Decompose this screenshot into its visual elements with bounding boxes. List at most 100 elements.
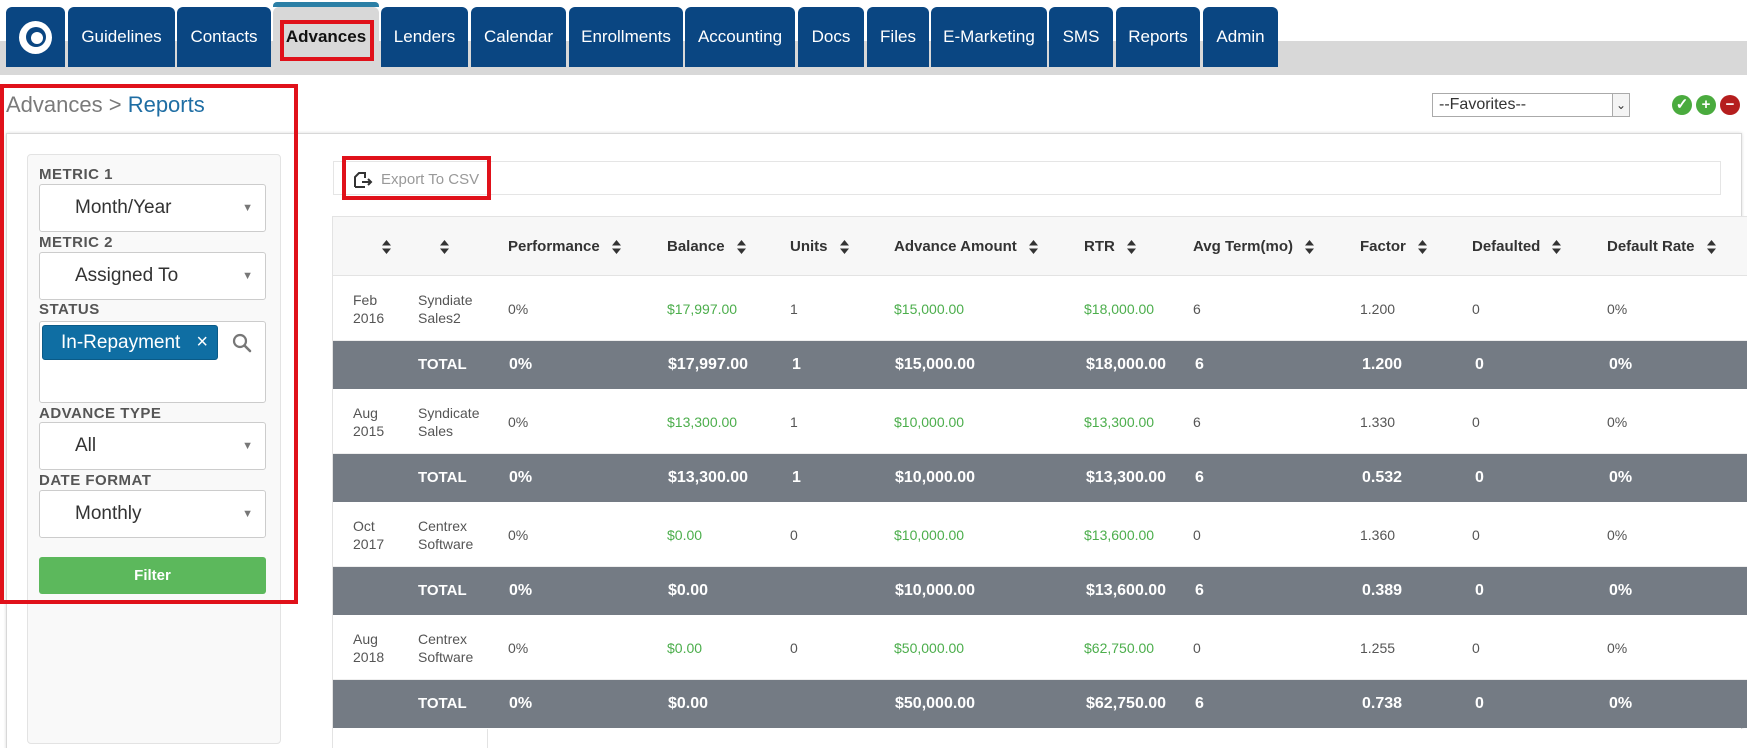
total-default-rate: 0% <box>1609 356 1633 373</box>
tab-accounting[interactable]: Accounting <box>685 7 795 67</box>
total-row: TOTAL 0% $0.00 $10,000.00 $13,600.00 6 0… <box>333 567 1747 615</box>
total-row: TOTAL 0% $13,300.00 1 $10,000.00 $13,300… <box>333 454 1747 502</box>
row-rtr: $13,600.00 <box>1084 526 1155 543</box>
export-csv-button[interactable]: Export To CSV <box>352 165 479 193</box>
metric1-select[interactable]: Month/Year ▼ <box>39 184 266 232</box>
row-performance: 0% <box>508 639 529 656</box>
app-logo-icon[interactable] <box>6 7 65 67</box>
chevron-down-icon: ▼ <box>242 508 253 520</box>
row-factor: 1.255 <box>1360 639 1396 656</box>
total-rtr: $62,750.00 <box>1086 695 1167 712</box>
breadcrumb: Advances > Reports <box>6 92 205 118</box>
total-rtr: $18,000.00 <box>1086 356 1167 373</box>
total-avg-term: 6 <box>1195 469 1204 486</box>
row-name: Centrex Software <box>418 517 474 552</box>
row-advance-amount: $10,000.00 <box>894 413 965 430</box>
row-factor: 1.360 <box>1360 526 1396 543</box>
col-header-advance-amount[interactable]: Advance Amount <box>894 217 1038 276</box>
tab-calendar[interactable]: Calendar <box>471 7 566 67</box>
total-avg-term: 6 <box>1195 695 1204 712</box>
column-divider <box>487 729 488 748</box>
total-defaulted: 0 <box>1475 695 1484 712</box>
row-date: Feb 2016 <box>353 291 385 326</box>
tab-e-marketing[interactable]: E-Marketing <box>931 7 1047 67</box>
date-format-select[interactable]: Monthly ▼ <box>39 490 266 538</box>
col-header-date[interactable] <box>370 217 391 276</box>
tab-lenders[interactable]: Lenders <box>381 7 468 67</box>
row-units: 1 <box>790 413 798 430</box>
col-header-factor[interactable]: Factor <box>1360 217 1427 276</box>
tab-files[interactable]: Files <box>867 7 929 67</box>
row-avg-term: 6 <box>1193 300 1201 317</box>
filter-button[interactable]: Filter <box>39 557 266 594</box>
tab-sms[interactable]: SMS <box>1049 7 1113 67</box>
col-header-name[interactable] <box>428 217 449 276</box>
total-rtr: $13,600.00 <box>1086 582 1167 599</box>
total-performance: 0% <box>509 469 533 486</box>
total-balance: $17,997.00 <box>668 356 749 373</box>
advance-type-select[interactable]: All ▼ <box>39 422 266 470</box>
export-icon <box>354 171 373 188</box>
row-advance-amount: $15,000.00 <box>894 300 965 317</box>
total-advance-amount: $15,000.00 <box>895 356 976 373</box>
tab-advances[interactable]: Advances <box>273 2 379 67</box>
total-factor: 0.389 <box>1362 582 1403 599</box>
add-icon[interactable]: + <box>1696 95 1716 115</box>
tab-enrollments[interactable]: Enrollments <box>569 7 683 67</box>
total-performance: 0% <box>509 356 533 373</box>
row-avg-term: 0 <box>1193 639 1201 656</box>
row-name: Centrex Software <box>418 630 474 665</box>
sort-icon <box>1552 240 1562 255</box>
breadcrumb-current: Reports <box>127 92 205 117</box>
chevron-down-icon: ▼ <box>242 202 253 214</box>
total-advance-amount: $10,000.00 <box>895 469 976 486</box>
row-advance-amount: $10,000.00 <box>894 526 965 543</box>
col-header-units[interactable]: Units <box>790 217 849 276</box>
table-row: Aug 2018 Centrex Software 0% $0.00 0 $50,0… <box>333 615 1747 680</box>
col-header-defaulted[interactable]: Defaulted <box>1472 217 1562 276</box>
col-header-performance[interactable]: Performance <box>508 217 621 276</box>
col-header-avg-term[interactable]: Avg Term(mo) <box>1193 217 1315 276</box>
metric2-label: METRIC 2 <box>39 234 114 251</box>
total-performance: 0% <box>509 695 533 712</box>
row-balance: $13,300.00 <box>667 413 738 430</box>
row-date: Aug 2015 <box>353 404 385 439</box>
metric2-select[interactable]: Assigned To ▼ <box>39 252 266 300</box>
total-advance-amount: $10,000.00 <box>895 582 976 599</box>
search-icon[interactable] <box>232 333 252 353</box>
row-advance-amount: $50,000.00 <box>894 639 965 656</box>
status-multiselect[interactable]: In-Repayment × <box>39 321 266 403</box>
tab-admin[interactable]: Admin <box>1203 7 1278 67</box>
check-icon[interactable]: ✓ <box>1672 95 1692 115</box>
row-balance: $17,997.00 <box>667 300 738 317</box>
status-label: STATUS <box>39 301 100 318</box>
favorites-select[interactable]: --Favorites-- ⌄ <box>1432 93 1630 117</box>
total-avg-term: 6 <box>1195 356 1204 373</box>
sort-icon <box>736 240 746 255</box>
col-header-rtr[interactable]: RTR <box>1084 217 1136 276</box>
tab-docs[interactable]: Docs <box>798 7 864 67</box>
row-balance: $0.00 <box>667 639 703 656</box>
metric1-value: Month/Year <box>75 197 172 218</box>
total-balance: $13,300.00 <box>668 469 749 486</box>
total-units: 1 <box>792 356 801 373</box>
col-header-default-rate[interactable]: Default Rate <box>1607 217 1716 276</box>
col-header-balance[interactable]: Balance <box>667 217 746 276</box>
table-row: Oct 2017 Centrex Software 0% $0.00 0 $10,0… <box>333 502 1747 567</box>
total-defaulted: 0 <box>1475 582 1484 599</box>
remove-icon[interactable]: − <box>1720 95 1740 115</box>
date-format-label: DATE FORMAT <box>39 472 152 489</box>
row-rtr: $18,000.00 <box>1084 300 1155 317</box>
sort-icon <box>1706 240 1716 255</box>
tab-reports[interactable]: Reports <box>1116 7 1200 67</box>
breadcrumb-parent[interactable]: Advances <box>6 92 103 117</box>
total-factor: 0.532 <box>1362 469 1403 486</box>
row-default-rate: 0% <box>1607 413 1628 430</box>
tab-guidelines[interactable]: Guidelines <box>68 7 175 67</box>
total-performance: 0% <box>509 582 533 599</box>
tab-contacts[interactable]: Contacts <box>177 7 271 67</box>
total-factor: 0.738 <box>1362 695 1403 712</box>
chevron-down-icon: ▼ <box>242 440 253 452</box>
total-label: TOTAL <box>418 469 467 486</box>
chip-remove-icon[interactable]: × <box>196 331 208 353</box>
